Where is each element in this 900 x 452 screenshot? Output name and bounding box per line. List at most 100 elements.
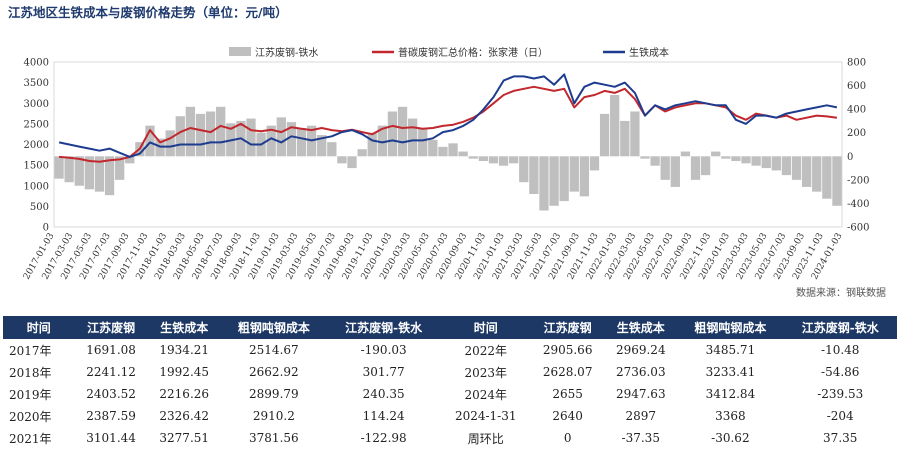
table-cell: 2905.66 xyxy=(542,343,593,357)
bar-mark xyxy=(539,156,549,211)
table-header-cell: 生铁成本 xyxy=(160,321,209,335)
table-cell: 2241.12 xyxy=(86,365,136,379)
bar-mark xyxy=(428,139,438,157)
bar-mark xyxy=(630,111,640,157)
bar-mark xyxy=(509,156,519,164)
table-cell: 2326.42 xyxy=(159,409,210,423)
table-cell: 37.35 xyxy=(823,431,858,445)
pig-iron-cost-line xyxy=(58,73,838,158)
table-cell: 2662.92 xyxy=(249,365,299,379)
bar-mark xyxy=(377,125,387,157)
summary-table: 时间 江苏废钢 生铁成本 粗钢吨钢成本 江苏废钢-铁水 时间 江苏废钢 生铁成本 粗钢吨钢成本 江… xyxy=(3,316,897,449)
bar-mark xyxy=(407,118,418,157)
right-axis-tick-label: 800 xyxy=(847,58,866,69)
left-axis-tick-label: 0 xyxy=(43,223,49,234)
bar-mark xyxy=(660,156,670,180)
bar-mark xyxy=(317,135,327,157)
table-cell: 2216.26 xyxy=(159,387,210,401)
legend-label: 生铁成本 xyxy=(629,46,669,59)
table-cell: 2640 xyxy=(552,409,583,423)
legend-label: 江苏废钢-铁水 xyxy=(255,46,318,59)
bar-mark xyxy=(549,156,559,206)
left-axis-tick-label: 1500 xyxy=(24,161,49,172)
table-cell: 3101.44 xyxy=(86,431,136,445)
bar-mark xyxy=(216,106,226,157)
table-cell: 301.77 xyxy=(362,365,405,379)
table-body: 2017年 1691.08 1934.21 2514.67 -190.03 2022年 29… xyxy=(3,339,897,449)
table-cell: -239.53 xyxy=(817,387,864,401)
table-header-cell: 生铁成本 xyxy=(616,321,665,335)
bar-mark xyxy=(771,156,781,171)
table-cell: 2021年 xyxy=(9,431,52,446)
bar-mark xyxy=(357,149,367,157)
bar-mark xyxy=(448,143,458,157)
bar-mark xyxy=(579,156,590,197)
table-cell: 2910.2 xyxy=(252,409,295,423)
bar-mark xyxy=(286,122,297,157)
table-row: 2017年 1691.08 1934.21 2514.67 -190.03 2022年 29… xyxy=(3,339,897,361)
table-cell: 2947.63 xyxy=(615,387,666,401)
table-cell: 3233.41 xyxy=(705,365,756,379)
left-axis-tick-label: 500 xyxy=(30,202,49,213)
bar-mark xyxy=(145,125,155,157)
bar-mark xyxy=(397,106,408,157)
left-axis-tick-label: 2000 xyxy=(24,140,49,151)
table-cell: 2628.07 xyxy=(542,365,593,379)
bar-mark xyxy=(347,156,357,169)
left-axis-tick-label: 3000 xyxy=(24,99,49,110)
left-axis-tick-label: 3500 xyxy=(24,78,49,89)
table-row: 2020年 2387.59 2326.42 2910.2 114.24 2024-1-31… xyxy=(3,405,897,427)
table-cell: -190.03 xyxy=(360,343,407,357)
bar-mark xyxy=(741,156,751,164)
table-cell: -37.35 xyxy=(621,431,660,445)
bar-mark xyxy=(246,118,256,157)
table-cell: 周环比 xyxy=(467,431,504,446)
bar-mark xyxy=(529,156,539,194)
table-cell: 2387.59 xyxy=(86,409,136,423)
table-cell: -54.86 xyxy=(821,365,860,379)
table-cell: 2899.79 xyxy=(249,387,299,401)
table-header-cell: 江苏废钢 xyxy=(543,321,592,335)
bar-mark xyxy=(498,156,509,166)
left-axis-tick-label: 4000 xyxy=(24,58,49,69)
bar-mark xyxy=(438,146,448,157)
table-cell: 2024-1-31 xyxy=(454,409,517,423)
legend-label: 普碳废钢汇总价格：张家港（日） xyxy=(398,46,548,59)
right-axis-tick-label: -200 xyxy=(847,175,869,186)
table-cell: 2403.52 xyxy=(86,387,136,401)
table-cell: 2018年 xyxy=(9,365,52,380)
bar-mark xyxy=(599,113,610,157)
bar-mark xyxy=(569,156,579,192)
table-cell: 240.35 xyxy=(362,387,405,401)
table-cell: 2736.03 xyxy=(615,365,666,379)
bar-mark xyxy=(721,156,731,159)
table-cell: -122.98 xyxy=(360,431,407,445)
table-cell: -30.62 xyxy=(711,431,750,445)
bar-mark xyxy=(680,151,691,157)
bar-mark xyxy=(266,125,276,157)
bar-mark xyxy=(791,156,802,180)
bar-mark xyxy=(610,95,620,157)
table-cell: 114.24 xyxy=(362,409,405,423)
right-axis-tick-label: 400 xyxy=(847,105,866,116)
bar-mark xyxy=(478,156,489,161)
bar-mark xyxy=(519,156,529,183)
table-cell: 1992.45 xyxy=(159,365,210,379)
table-cell: 2897 xyxy=(625,409,657,423)
bar-mark xyxy=(761,156,771,169)
bar-mark xyxy=(640,156,650,159)
table-row: 2019年 2403.52 2216.26 2899.79 240.35 2024年 265… xyxy=(3,383,897,405)
bar-mark xyxy=(327,142,337,157)
table-header-cell: 时间 xyxy=(26,321,51,335)
bar-mark xyxy=(620,120,630,157)
bar-mark xyxy=(812,156,822,192)
bar-mark xyxy=(104,156,115,196)
table-cell: 2023年 xyxy=(464,365,507,380)
table-cell: 3485.71 xyxy=(705,343,756,357)
right-axis-tick-label: 0 xyxy=(847,152,853,163)
table-cell: 0 xyxy=(563,431,572,445)
bar-mark xyxy=(296,128,307,157)
bar-mark xyxy=(751,156,761,166)
table-header-row: 时间 江苏废钢 生铁成本 粗钢吨钢成本 江苏废钢-铁水 时间 江苏废钢 生铁成本 粗钢吨钢成本 江… xyxy=(3,316,897,339)
bar-mark xyxy=(468,156,478,159)
